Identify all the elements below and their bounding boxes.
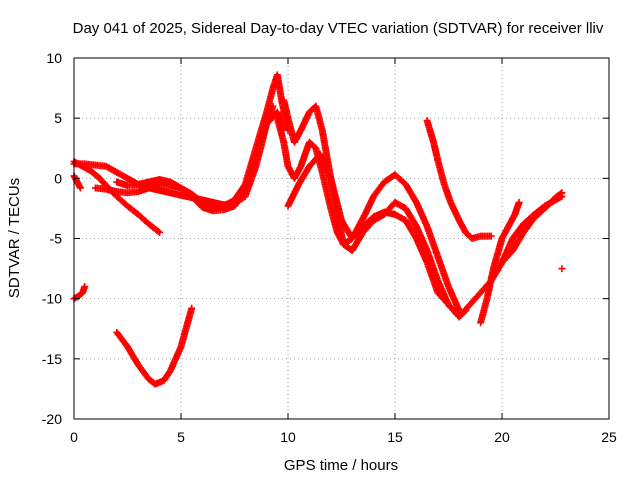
series-13 [477,198,523,327]
series-10-markers [284,150,463,321]
series-13-markers [477,198,523,327]
series-3-markers [70,172,84,192]
series-5-markers [113,108,288,215]
series-11-markers [423,117,495,242]
x-tick-label: 15 [387,429,403,445]
series-7-markers [113,304,196,388]
y-tick-label: 5 [54,110,62,126]
y-tick-label: -15 [42,351,62,367]
series-11 [423,117,495,242]
data-series [70,71,566,388]
series-14-markers [498,189,566,267]
series-7 [113,304,196,388]
y-axis-ticks: -20 -15 -10 -5 0 5 10 [42,50,609,427]
series-15 [558,265,566,273]
series-6 [70,283,89,303]
y-tick-label: 10 [46,50,62,66]
y-axis-label: SDTVAR / TECUs [6,178,23,298]
y-tick-label: -5 [50,231,63,247]
y-tick-label: 0 [54,170,62,186]
x-tick-label: 10 [280,429,296,445]
x-tick-label: 25 [601,429,617,445]
x-axis-ticks: 0 5 10 15 20 25 [70,58,617,445]
x-axis-label: GPS time / hours [284,457,398,474]
series-3 [70,172,84,192]
chart-title: Day 041 of 2025, Sidereal Day-to-day VTE… [73,20,604,37]
x-tick-label: 20 [494,429,510,445]
x-tick-label: 5 [177,429,185,445]
series-5 [113,108,288,215]
series-6-markers [70,283,89,303]
y-tick-label: -10 [42,291,62,307]
x-tick-label: 0 [70,429,78,445]
series-15-markers [558,265,566,273]
series-10 [284,150,463,321]
y-tick-label: -20 [42,411,62,427]
series-14 [498,189,566,267]
